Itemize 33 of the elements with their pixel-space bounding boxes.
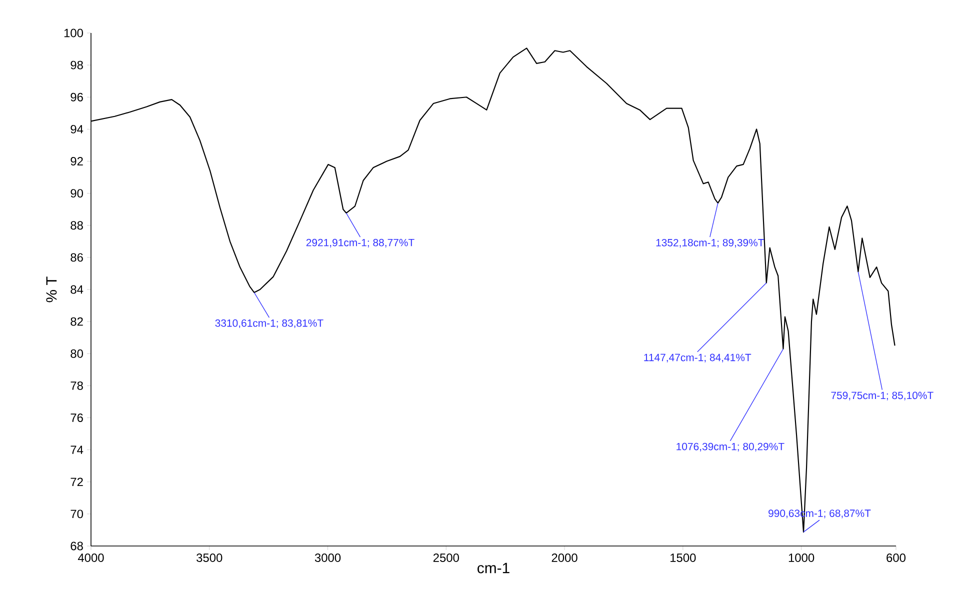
y-tick-label: 82	[70, 317, 83, 326]
annotation: 2921,91cm-1; 88,77%T	[306, 238, 414, 248]
y-tick-label: 100	[64, 28, 84, 38]
annotation: 1352,18cm-1; 89,39%T	[656, 238, 764, 248]
x-tick-label: 3000	[314, 554, 341, 562]
annotation: 1076,39cm-1; 80,29%T	[676, 442, 784, 452]
x-tick-label: 1000	[788, 554, 814, 562]
y-axis-title: % T	[46, 276, 57, 302]
y-tick-label: 94	[70, 124, 84, 134]
y-tick-label: 70	[70, 510, 84, 518]
y-tick-label: 86	[70, 253, 83, 262]
x-tick-label: 1500	[670, 554, 696, 562]
x-tick-label: 2000	[552, 554, 578, 562]
y-tick-label: 90	[70, 189, 84, 198]
y-tick-label: 68	[70, 542, 83, 550]
x-axis-title: cm-1	[478, 562, 510, 574]
y-tick-label: 96	[70, 92, 83, 102]
annotation: 759,75cm-1; 85,10%T	[831, 392, 934, 400]
y-tick-label: 72	[70, 478, 83, 486]
annotation: 1147,47cm-1; 84,41%T	[644, 354, 752, 362]
y-tick-label: 88	[70, 221, 83, 230]
x-tick-label: 2500	[433, 554, 459, 562]
x-tick-label: 3500	[196, 554, 222, 562]
y-tick-label: 74	[70, 446, 84, 454]
y-tick-label: 92	[70, 157, 83, 166]
x-tick-label: 600	[886, 554, 906, 562]
y-tick-label: 84	[70, 285, 84, 294]
annotation: 3310,61cm-1; 83,81%T	[215, 319, 324, 328]
y-tick-label: 80	[70, 349, 84, 358]
y-tick-label: 98	[70, 60, 83, 70]
y-tick-label: 78	[70, 381, 83, 390]
y-tick-label: 76	[70, 414, 83, 422]
x-tick-label: 4000	[78, 554, 104, 562]
